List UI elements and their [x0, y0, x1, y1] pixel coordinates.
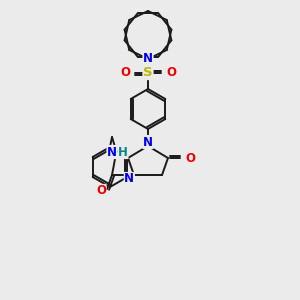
Text: N: N — [124, 172, 134, 185]
Text: O: O — [96, 184, 106, 197]
Text: O: O — [120, 67, 130, 80]
Text: O: O — [166, 67, 176, 80]
Text: H: H — [118, 146, 128, 158]
Text: N: N — [143, 52, 153, 65]
Text: N: N — [143, 136, 153, 148]
Text: O: O — [185, 152, 195, 164]
Text: S: S — [143, 67, 153, 80]
Text: N: N — [107, 146, 117, 158]
